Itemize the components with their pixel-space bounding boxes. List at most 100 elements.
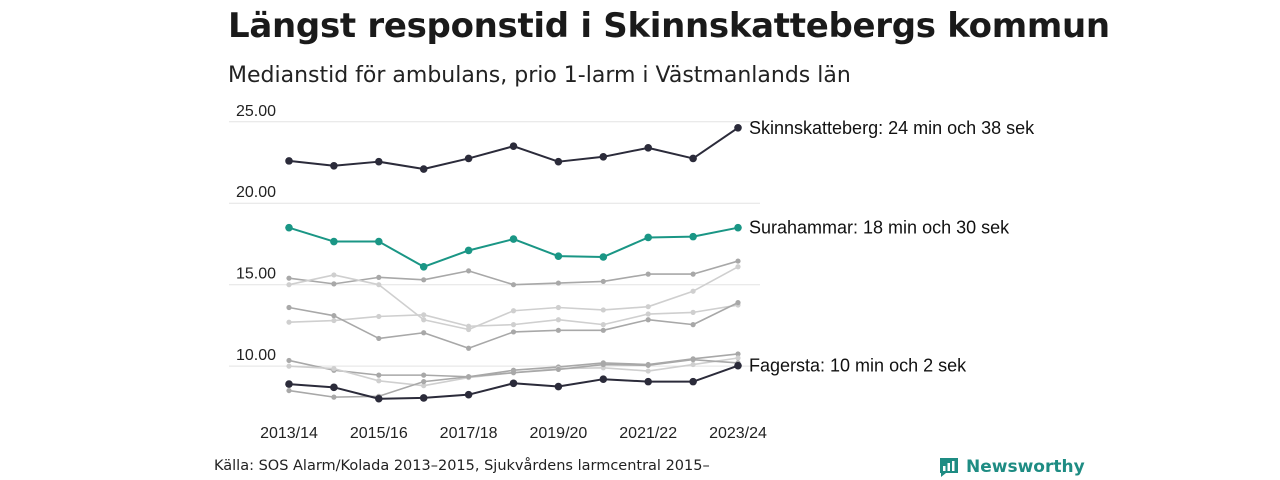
- other-series-1-point: [600, 278, 606, 285]
- series-skinnskatteberg-point: [599, 153, 608, 161]
- other-series-6-point: [645, 368, 651, 374]
- chart-title: Längst responstid i Skinnskattebergs kom…: [228, 6, 1110, 46]
- other-series-6-point: [735, 355, 741, 361]
- x-tick-label: 2015/16: [350, 425, 408, 442]
- series-surahammar: [285, 223, 742, 271]
- other-series-4-point: [376, 335, 382, 342]
- y-tick-label: 15.00: [236, 266, 276, 283]
- other-series-7-point: [466, 374, 472, 380]
- series-surahammar-point: [330, 237, 338, 246]
- series-surahammar-point: [419, 262, 428, 271]
- series-skinnskatteberg-point: [330, 161, 338, 170]
- series-skinnskatteberg-point: [509, 142, 518, 151]
- series-skinnskatteberg-point: [285, 157, 293, 165]
- other-series-7: [286, 357, 741, 400]
- other-series-2-point: [600, 307, 606, 313]
- other-series-3-point: [600, 322, 606, 328]
- other-series-1-point: [466, 268, 472, 274]
- other-series-2-point: [286, 282, 292, 288]
- series-surahammar-point: [464, 246, 473, 255]
- series-surahammar-point: [375, 237, 383, 246]
- other-series-7-line: [288, 358, 739, 398]
- other-series-7-point: [286, 387, 292, 394]
- series-skinnskatteberg-point: [554, 157, 563, 166]
- other-series-7-point: [555, 366, 562, 373]
- series-fagersta-point: [509, 379, 518, 388]
- brand-name: Newsworthy: [966, 457, 1085, 477]
- series-fagersta-point: [734, 361, 742, 370]
- series-fagersta: [285, 361, 742, 403]
- other-series-6-point: [331, 366, 337, 372]
- other-series-1-line: [288, 260, 739, 286]
- series-fagersta-point: [644, 377, 652, 386]
- series-surahammar-point: [285, 223, 293, 232]
- end-label-surahammar: Surahammar: 18 min och 30 sek: [749, 218, 1010, 238]
- brand-logo[interactable]: Newsworthy: [938, 456, 1085, 478]
- other-series-1-point: [735, 258, 741, 264]
- other-series-2-point: [376, 282, 382, 288]
- highlighted-municipality-lines: [285, 124, 742, 403]
- series-fagersta-point: [554, 382, 563, 391]
- bar-chart-speech-bubble-icon: [940, 458, 958, 477]
- other-series-4: [286, 300, 741, 351]
- other-series-6-point: [421, 383, 427, 389]
- other-series-1-point: [510, 282, 517, 288]
- other-series-4-point: [690, 322, 696, 328]
- other-series-1-point: [421, 277, 427, 283]
- other-series-3-point: [510, 322, 517, 328]
- other-series-5-point: [735, 351, 741, 357]
- y-axis-ticks: 10.00 15.00 20.00 25.00: [236, 103, 276, 364]
- other-series-3: [286, 302, 741, 329]
- x-axis-ticks: 2013/14 2015/16 2017/18 2019/20 2021/22 2023/…: [260, 425, 767, 442]
- series-surahammar-point: [599, 253, 608, 261]
- other-series-7-point: [421, 379, 427, 385]
- other-series-6-point: [286, 363, 292, 369]
- y-tick-label: 20.00: [236, 184, 276, 201]
- x-tick-label: 2017/18: [440, 425, 498, 442]
- other-series-5-point: [286, 357, 292, 364]
- other-series-4-point: [331, 313, 337, 319]
- y-tick-label: 10.00: [236, 347, 276, 364]
- y-tick-label: 25.00: [236, 103, 276, 120]
- other-series-5-point: [421, 372, 427, 378]
- chart-subtitle: Medianstid för ambulans, prio 1-larm i V…: [228, 63, 851, 88]
- other-series-7-point: [690, 357, 696, 363]
- other-series-7-point: [600, 361, 606, 368]
- other-series-3-point: [331, 317, 337, 324]
- other-series-3-point: [466, 323, 472, 329]
- other-series-4-point: [286, 304, 292, 311]
- series-surahammar-point: [734, 223, 742, 232]
- series-skinnskatteberg-point: [689, 154, 697, 163]
- other-series-2-point: [735, 264, 741, 270]
- series-skinnskatteberg-point: [464, 154, 473, 163]
- other-municipality-lines: [286, 258, 741, 400]
- other-series-3-point: [286, 319, 292, 325]
- other-series-3-point: [421, 312, 427, 318]
- other-series-2-point: [331, 272, 337, 278]
- other-series-4-point: [735, 300, 741, 306]
- series-surahammar-point: [554, 252, 563, 260]
- end-label-fagersta: Fagersta: 10 min och 2 sek: [749, 356, 967, 376]
- series-surahammar-point: [644, 233, 652, 242]
- other-series-2-point: [421, 317, 427, 323]
- other-series-6-point: [376, 378, 382, 384]
- series-fagersta-point: [419, 394, 428, 402]
- other-series-4-point: [421, 330, 427, 336]
- other-series-3-point: [376, 313, 382, 320]
- other-series-7-point: [331, 394, 337, 400]
- x-tick-label: 2013/14: [260, 425, 318, 442]
- series-fagersta-point: [285, 380, 293, 388]
- other-series-1-point: [376, 274, 382, 280]
- other-series-6-point: [690, 361, 696, 368]
- line-chart: 10.00 15.00 20.00 25.00 2013/14 2015/16 2017/…: [229, 103, 1035, 442]
- x-tick-label: 2021/22: [619, 425, 677, 442]
- other-series-3-point: [555, 317, 562, 323]
- other-series-1-point: [286, 275, 292, 281]
- other-series-3-point: [645, 311, 651, 317]
- other-series-2-point: [510, 308, 517, 314]
- other-series-4-point: [645, 317, 651, 323]
- series-surahammar-point: [689, 232, 697, 241]
- other-series-2-line: [288, 266, 739, 331]
- series-skinnskatteberg-point: [375, 157, 383, 166]
- other-series-1-point: [690, 271, 696, 277]
